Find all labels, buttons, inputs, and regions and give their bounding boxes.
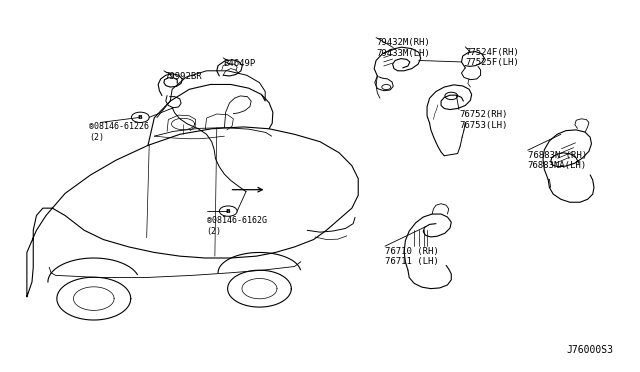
Text: J76000S3: J76000S3 <box>566 345 613 355</box>
Text: 76752(RH)
76753(LH): 76752(RH) 76753(LH) <box>459 110 508 130</box>
Text: 79992BR: 79992BR <box>164 71 202 81</box>
Text: 76883N (RH)
76883NA(LH): 76883N (RH) 76883NA(LH) <box>528 151 587 170</box>
Text: B: B <box>226 209 230 214</box>
Text: B: B <box>138 115 143 120</box>
Text: ®08146-6162G
(2): ®08146-6162G (2) <box>207 216 267 236</box>
Text: ®08146-61226
(2): ®08146-61226 (2) <box>90 122 149 142</box>
Text: 79432M(RH)
79433M(LH): 79432M(RH) 79433M(LH) <box>376 38 430 58</box>
Text: 77524F(RH)
77525F(LH): 77524F(RH) 77525F(LH) <box>465 48 519 67</box>
Text: B4649P: B4649P <box>223 59 255 68</box>
Text: 76710 (RH)
76711 (LH): 76710 (RH) 76711 (LH) <box>385 247 439 266</box>
